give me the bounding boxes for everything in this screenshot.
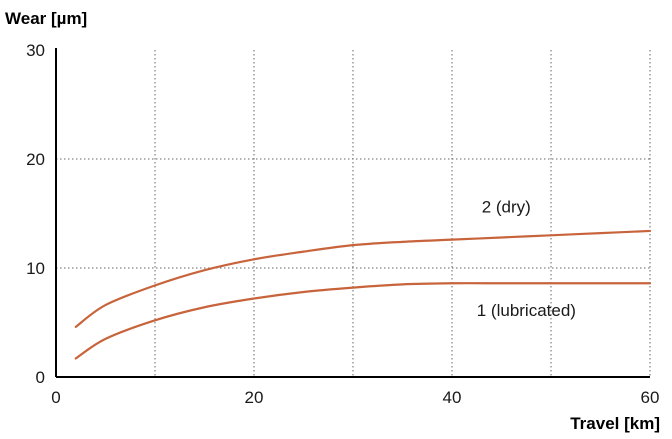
series-label-lubricated: 1 (lubricated) <box>477 301 576 320</box>
x-tick-label: 0 <box>51 388 60 407</box>
x-tick-label: 40 <box>443 388 462 407</box>
series-line-lubricated <box>74 282 652 360</box>
series-layer <box>74 229 652 360</box>
series-label-layer: 2 (dry) 1 (lubricated) <box>477 197 576 320</box>
x-tick-label: 20 <box>245 388 264 407</box>
y-axis-title: Wear [µm] <box>5 9 87 28</box>
x-axis-title: Travel [km] <box>570 414 660 433</box>
grid-layer <box>56 50 651 377</box>
y-tick-label: 10 <box>26 259 45 278</box>
axis-layer <box>55 48 650 378</box>
tick-label-layer: 0 20 40 60 0 10 20 30 <box>26 41 659 407</box>
series-label-dry: 2 (dry) <box>482 197 531 216</box>
x-tick-label: 60 <box>641 388 660 407</box>
y-tick-label: 20 <box>26 150 45 169</box>
series-line-dry <box>74 229 652 328</box>
y-tick-label: 30 <box>26 41 45 60</box>
y-tick-label: 0 <box>36 368 45 387</box>
